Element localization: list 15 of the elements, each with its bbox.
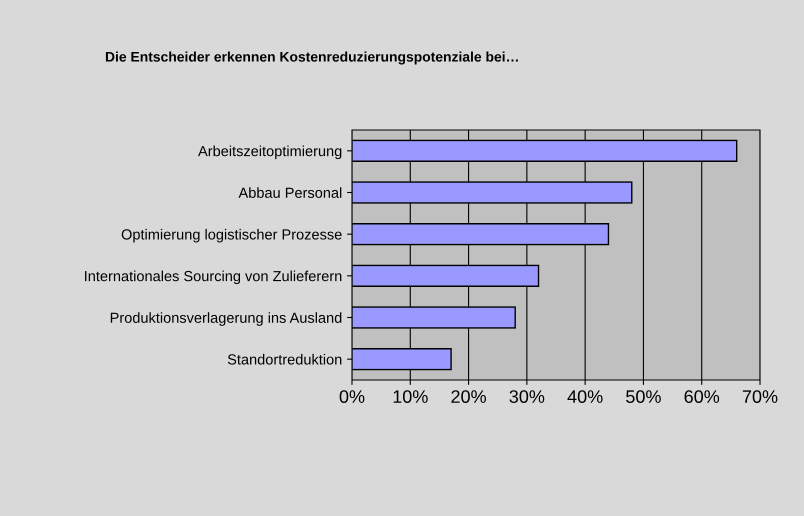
x-tick-label: 10%	[394, 390, 428, 403]
y-tick-label: Arbeitszeitoptimierung	[198, 146, 342, 160]
x-tick-label: 50%	[626, 390, 661, 403]
y-tick-label: Standortreduktion	[228, 354, 342, 365]
y-tick-label: Produktionsverlagerung ins Ausland	[110, 312, 342, 326]
y-tick-label: Optimierung logistischer Prozesse	[122, 228, 342, 242]
x-tick-label: 70%	[742, 390, 778, 403]
chart-title: Die Entscheider erkennen Kostenreduzierungspotenziale bei…	[106, 51, 518, 65]
x-tick-label: 0%	[340, 390, 364, 403]
x-tick-label: 60%	[684, 390, 720, 403]
x-tick-label: 40%	[567, 390, 603, 403]
y-tick-label: Abbau Personal	[238, 187, 342, 198]
y-tick-label: Internationales Sourcing von Zulieferern	[85, 270, 342, 284]
x-tick-label: 20%	[451, 390, 486, 403]
x-tick-label: 30%	[509, 390, 544, 403]
